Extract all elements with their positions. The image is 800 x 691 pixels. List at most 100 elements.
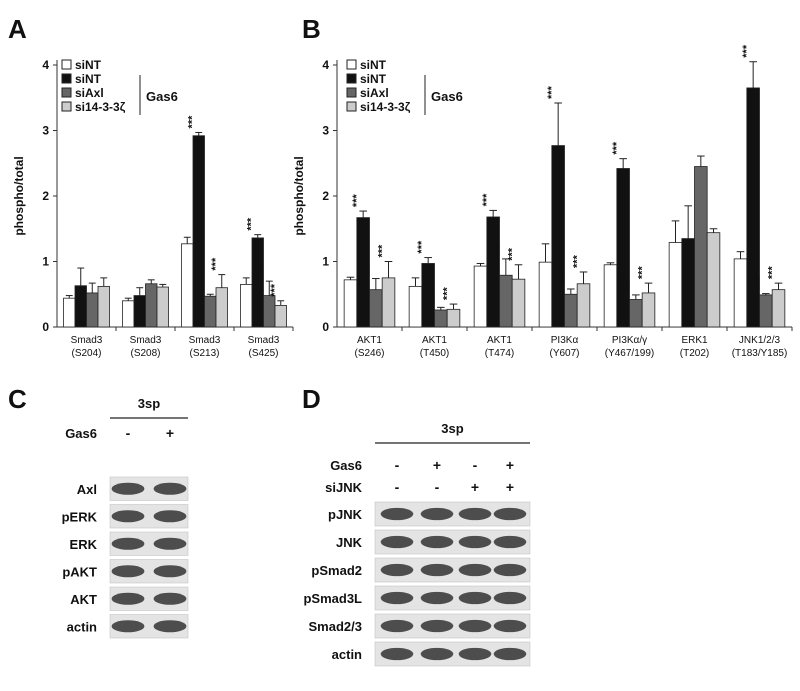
y-tick-label: 2 [42,189,49,203]
condition-label: siJNK [325,480,362,495]
bar [343,279,358,328]
bar [97,285,110,328]
blot-band [111,537,145,550]
y-tick-label: 1 [322,255,329,269]
error-bar [147,279,155,284]
bar [603,264,618,328]
bar [156,286,169,328]
error-bar [554,102,562,146]
bar [181,243,194,328]
bar [63,297,76,328]
error-bar [774,282,783,290]
error-bar [100,277,108,287]
panel-label: C [8,384,27,414]
blot-band [380,507,414,521]
bar [215,287,228,328]
bar [74,285,87,328]
x-tick-detail: (T202) [680,348,709,359]
blot-band [493,619,527,633]
panel-label: B [302,14,321,44]
x-tick-label: Smad3 [71,335,103,346]
blot-band [458,535,492,549]
error-bar [242,277,250,285]
bar [759,294,773,328]
blot-band [493,563,527,577]
significance: *** [611,141,623,155]
condition-sign: - [395,479,400,495]
bar [616,168,630,328]
condition-sign: + [506,479,514,495]
blot-band [380,535,414,549]
blot-band [420,563,454,577]
bar [408,285,423,328]
y-axis-label: phospho/total [292,156,306,235]
legend-label: siAxl [360,86,389,100]
bar [486,216,500,328]
bar [746,87,760,328]
row-label: actin [67,619,97,634]
bar [192,135,205,328]
y-axis-label: phospho/total [12,156,26,235]
blot-band [380,591,414,605]
row-label: pSmad3L [303,591,362,606]
bar [641,292,656,328]
condition-sign: + [433,457,441,473]
significance: *** [351,194,363,208]
x-tick-detail: (T183/Y185) [732,348,788,359]
x-tick-label: AKT1 [422,335,447,346]
error-bar [359,210,367,218]
legend-label: si14-3-3ζ [75,100,126,114]
bar [551,145,565,328]
x-tick-label: AKT1 [487,335,512,346]
row-label: actin [332,647,362,662]
legend-swatch [61,73,72,84]
condition-sign: - [435,479,440,495]
blot-band [153,510,187,523]
significance: *** [754,276,766,290]
bar [629,299,643,328]
error-bar [437,306,445,310]
blot-band [420,591,454,605]
error-bar [254,234,262,238]
error-bar [218,274,226,288]
error-bar [384,261,393,278]
legend-label: siNT [360,72,387,86]
legend-label: si14-3-3ζ [360,100,411,114]
blot-band [111,592,145,605]
legend-label: siNT [75,58,102,72]
significance: *** [767,266,779,280]
significance: *** [559,271,571,285]
error-bar [195,131,203,136]
blot-band [380,647,414,661]
row-label: Axl [77,482,97,497]
bar [369,289,383,328]
error-bar [541,243,550,263]
row-label: pJNK [328,507,363,522]
bar [473,265,488,328]
bar [86,292,99,328]
significance: *** [377,244,389,258]
bar [694,166,708,328]
bar [511,278,526,328]
bar [668,242,683,328]
row-label: AKT [70,592,97,607]
x-tick-label: Smad3 [130,335,162,346]
bar [733,258,748,328]
error-bar [183,236,191,244]
bar [446,308,461,328]
blot-band [153,592,187,605]
x-tick-detail: (S208) [130,348,160,359]
error-bar [206,293,214,297]
bar [274,304,287,328]
legend-label: siAxl [75,86,104,100]
error-bar [265,280,273,296]
error-bar [567,288,575,295]
cell-line: 3sp [138,396,160,411]
blot-band [380,619,414,633]
blot-band [458,647,492,661]
significance: *** [546,85,558,99]
significance: *** [269,283,281,297]
error-bar [619,158,627,169]
blot-band [153,620,187,633]
